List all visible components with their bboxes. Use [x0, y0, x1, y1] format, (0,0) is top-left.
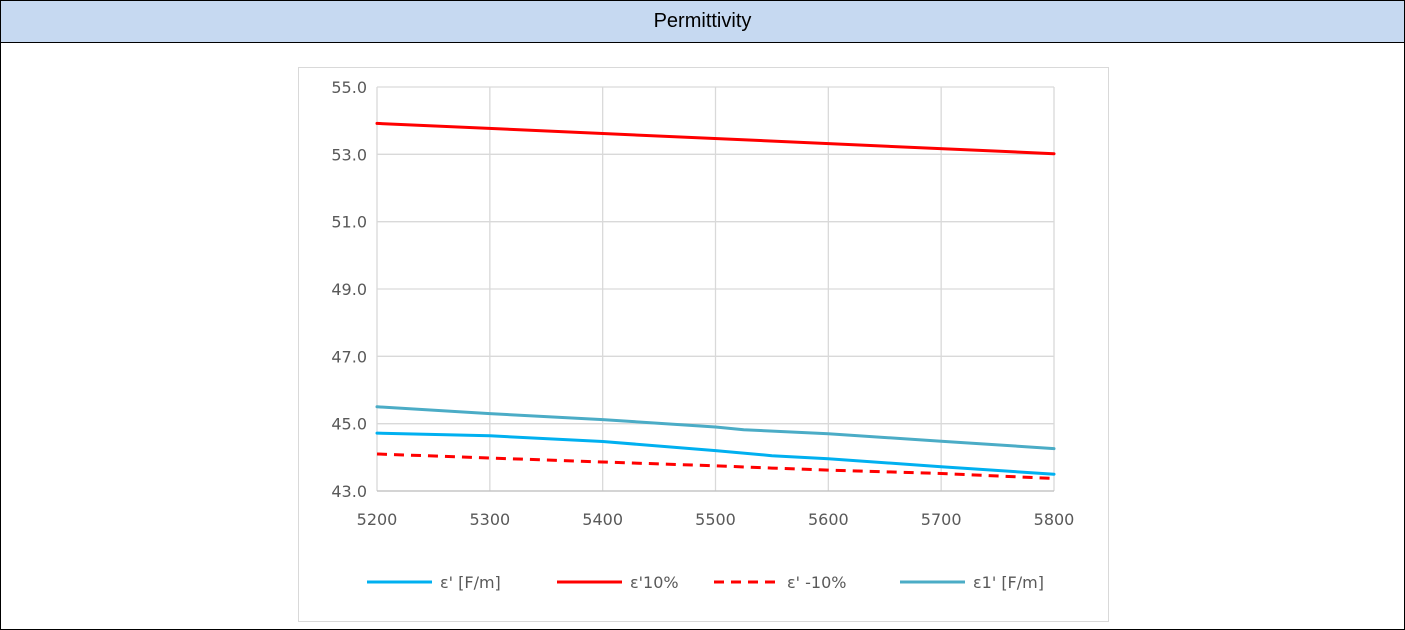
section-header: Permittivity [1, 1, 1404, 43]
y-tick-label: 43.0 [331, 482, 367, 501]
y-tick-label: 49.0 [331, 280, 367, 299]
x-tick-label: 5700 [921, 510, 962, 529]
series-line-1 [375, 431, 1056, 476]
series-line-3 [376, 452, 1055, 480]
y-tick-label: 51.0 [331, 213, 367, 232]
y-tick-label: 53.0 [331, 145, 367, 164]
permittivity-chart: 43.0 45.0 47.0 49.0 51.0 53.0 55.0 5200 5300 5400… [331, 78, 1075, 592]
series-line-2 [375, 121, 1056, 156]
x-tick-label: 5600 [808, 510, 849, 529]
legend-label-4: ε1' [F/m] [973, 573, 1044, 592]
y-tick-label: 47.0 [331, 347, 367, 366]
x-tick-label: 5800 [1034, 510, 1075, 529]
x-tick-label: 5400 [582, 510, 623, 529]
y-tick-label: 45.0 [331, 415, 367, 434]
series-line-4 [375, 405, 1056, 451]
section-title: Permittivity [653, 10, 752, 32]
legend-label-2: ε'10% [630, 573, 679, 592]
chart-area: 43.0 45.0 47.0 49.0 51.0 53.0 55.0 5200 5300 5400… [298, 67, 1109, 622]
legend-label-1: ε' [F/m] [440, 573, 501, 592]
x-tick-label: 5300 [469, 510, 510, 529]
x-tick-label: 5200 [357, 510, 398, 529]
x-tick-label: 5500 [695, 510, 736, 529]
legend-label-3: ε' -10% [787, 573, 846, 592]
y-tick-label: 55.0 [331, 78, 367, 97]
